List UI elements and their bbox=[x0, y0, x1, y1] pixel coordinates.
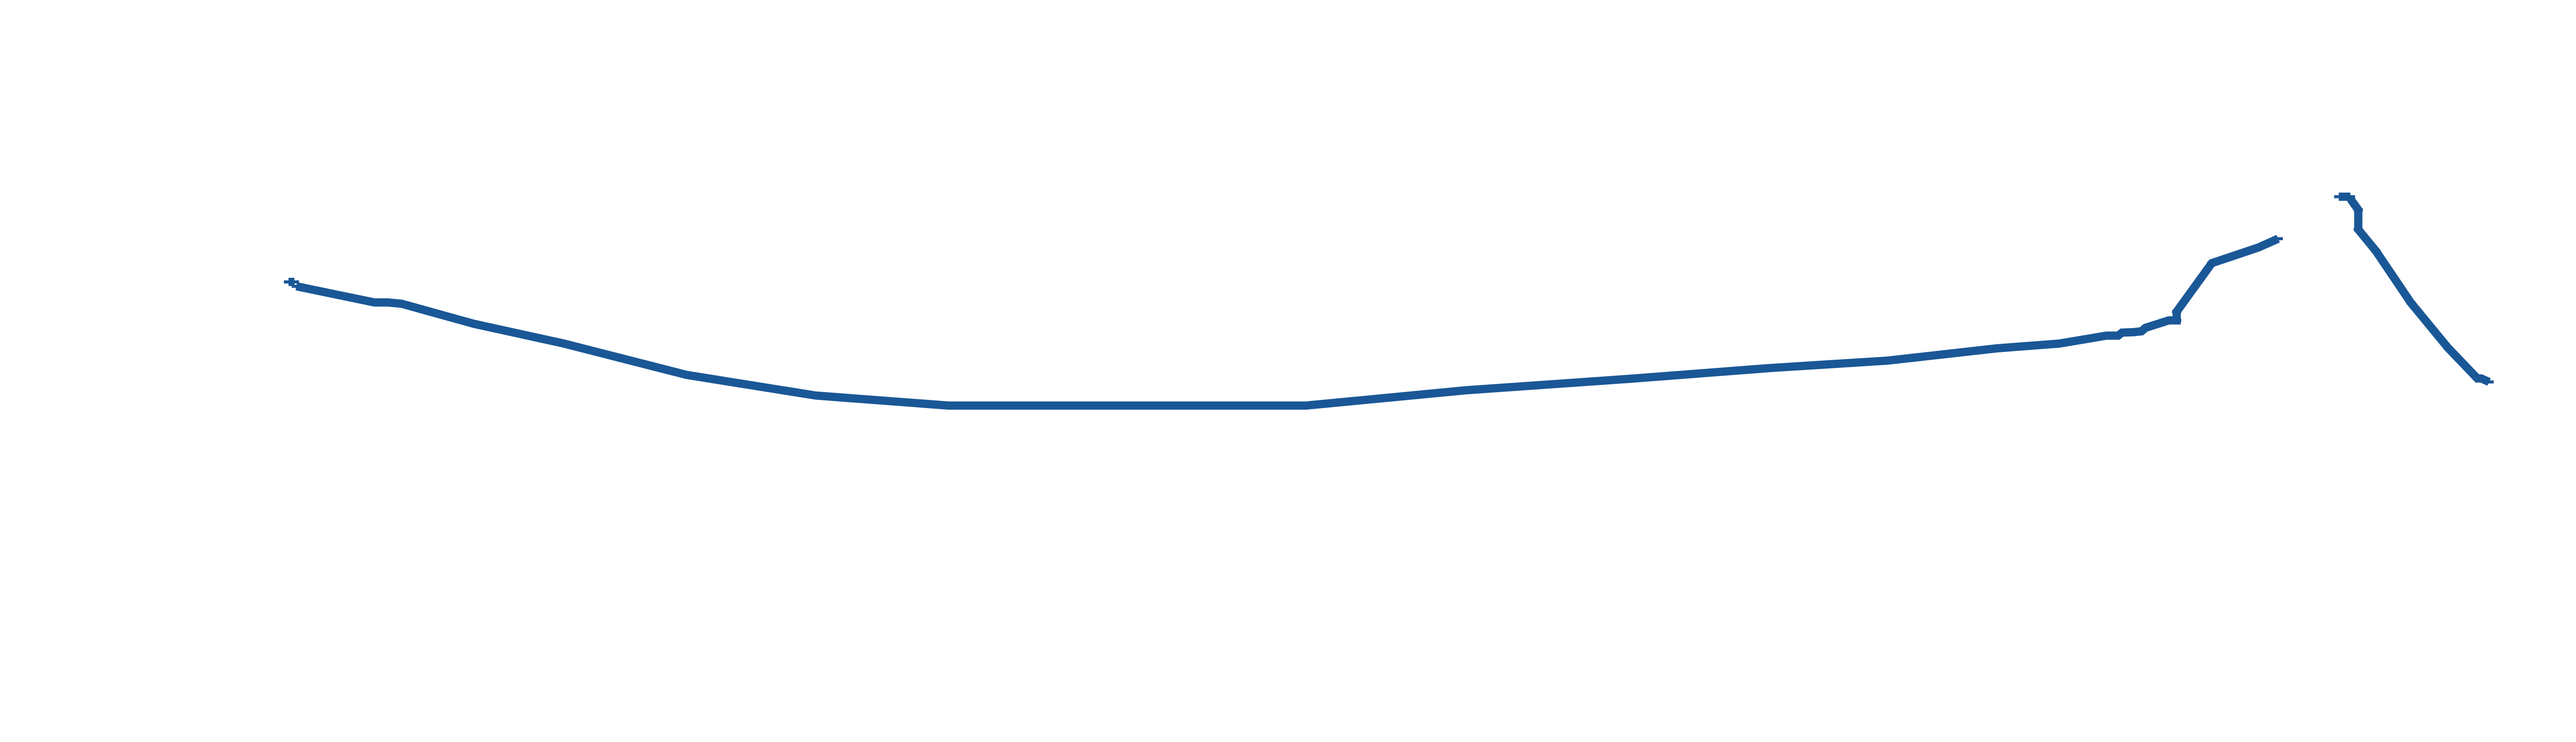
series-line-segment-2 bbox=[295, 234, 2280, 410]
series-line-segment-4 bbox=[2347, 196, 2491, 386]
series-layer bbox=[284, 192, 2494, 410]
